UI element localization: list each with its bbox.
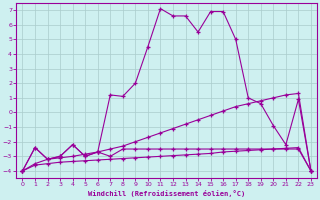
X-axis label: Windchill (Refroidissement éolien,°C): Windchill (Refroidissement éolien,°C) [88,190,245,197]
